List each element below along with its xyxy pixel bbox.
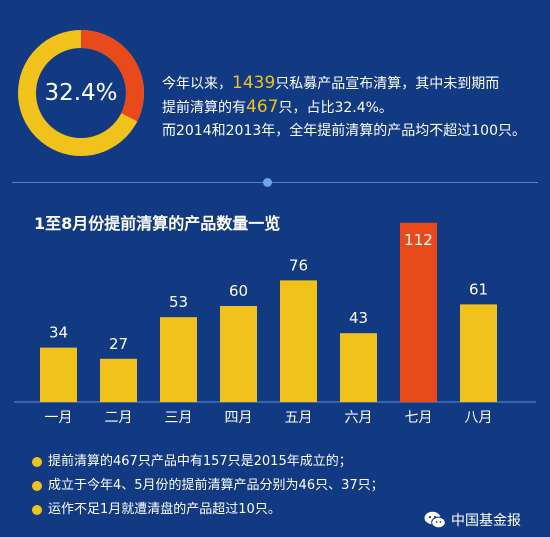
watermark-text: 中国基金报	[451, 513, 521, 529]
x-tick-label: 八月	[465, 410, 493, 426]
summary-text: 今年以来，1439只私募产品宣布清算，其中未到期而 提前清算的有467只，占比3…	[162, 72, 547, 143]
section-divider	[12, 182, 538, 183]
note-item: 运作不足1月就遭清盘的产品超过10只。	[32, 498, 452, 522]
bullet-dot-icon	[32, 457, 42, 467]
summary-line-1: 今年以来，1439只私募产品宣布清算，其中未到期而	[162, 72, 547, 96]
donut-highlight-segment	[18, 30, 144, 156]
x-tick-label: 一月	[45, 410, 73, 426]
x-tick-label: 七月	[405, 410, 433, 426]
bar-2	[100, 358, 137, 402]
bar-value-label: 76	[289, 256, 308, 274]
bullet-dot-icon	[32, 481, 42, 491]
bar-5	[280, 280, 317, 402]
bar-value-label: 61	[469, 280, 488, 298]
bar-1	[40, 347, 77, 402]
x-tick-label: 三月	[165, 410, 193, 426]
note-text: 成立于今年4、5月份的提前清算产品分别为46只、37只；	[48, 478, 384, 493]
chart-title: 1至8月份提前清算的产品数量一览	[34, 214, 281, 233]
total-cleared-count: 1439	[232, 73, 276, 93]
x-tick-label: 六月	[345, 410, 373, 426]
x-tick-label: 四月	[225, 410, 253, 426]
bar-6	[340, 333, 377, 402]
bar-3	[160, 317, 197, 402]
bar-value-label: 43	[349, 309, 368, 327]
x-tick-label: 二月	[105, 410, 133, 426]
summary-line2-pre: 提前清算的有	[162, 100, 246, 116]
wechat-icon	[424, 511, 446, 529]
summary-line2-post: 只，占比32.4%。	[278, 100, 393, 116]
note-item: 成立于今年4、5月份的提前清算产品分别为46只、37只；	[32, 474, 452, 498]
bar-4	[220, 306, 257, 402]
summary-line-2: 提前清算的有467只，占比32.4%。	[162, 96, 547, 120]
bar-value-label: 60	[229, 282, 248, 300]
bar-value-label: 53	[169, 293, 188, 311]
bullet-dot-icon	[32, 505, 42, 515]
divider-dot	[263, 178, 272, 187]
bar-value-label: 112	[404, 231, 433, 249]
note-text: 提前清算的467只产品中有157只是2015年成立的；	[48, 454, 352, 469]
x-tick-label: 五月	[285, 410, 313, 426]
watermark: 中国基金报	[424, 510, 521, 530]
bar-value-label: 27	[109, 335, 128, 353]
percent-donut: 32.4%	[14, 26, 148, 160]
notes-list: 提前清算的467只产品中有157只是2015年成立的； 成立于今年4、5月份的提…	[32, 450, 452, 522]
early-cleared-count: 467	[246, 97, 279, 117]
summary-line-3: 而2014和2013年，全年提前清算的产品均不超过100只。	[162, 123, 526, 139]
bar-value-label: 34	[49, 324, 68, 342]
bar-7	[400, 222, 437, 402]
note-text: 运作不足1月就遭清盘的产品超过10只。	[48, 502, 281, 517]
donut-percent-label: 32.4%	[44, 80, 118, 106]
bar-chart: 34 一月 27 二月 53 三月 60 四月 76 五月 43 六月 112 七月 61 八月	[14, 222, 536, 426]
bar-8	[460, 304, 497, 402]
summary-line1-post: 只私募产品宣布清算，其中未到期而	[275, 76, 500, 92]
note-item: 提前清算的467只产品中有157只是2015年成立的；	[32, 450, 452, 474]
donut-chart	[18, 30, 144, 156]
summary-line1-pre: 今年以来，	[162, 76, 232, 92]
